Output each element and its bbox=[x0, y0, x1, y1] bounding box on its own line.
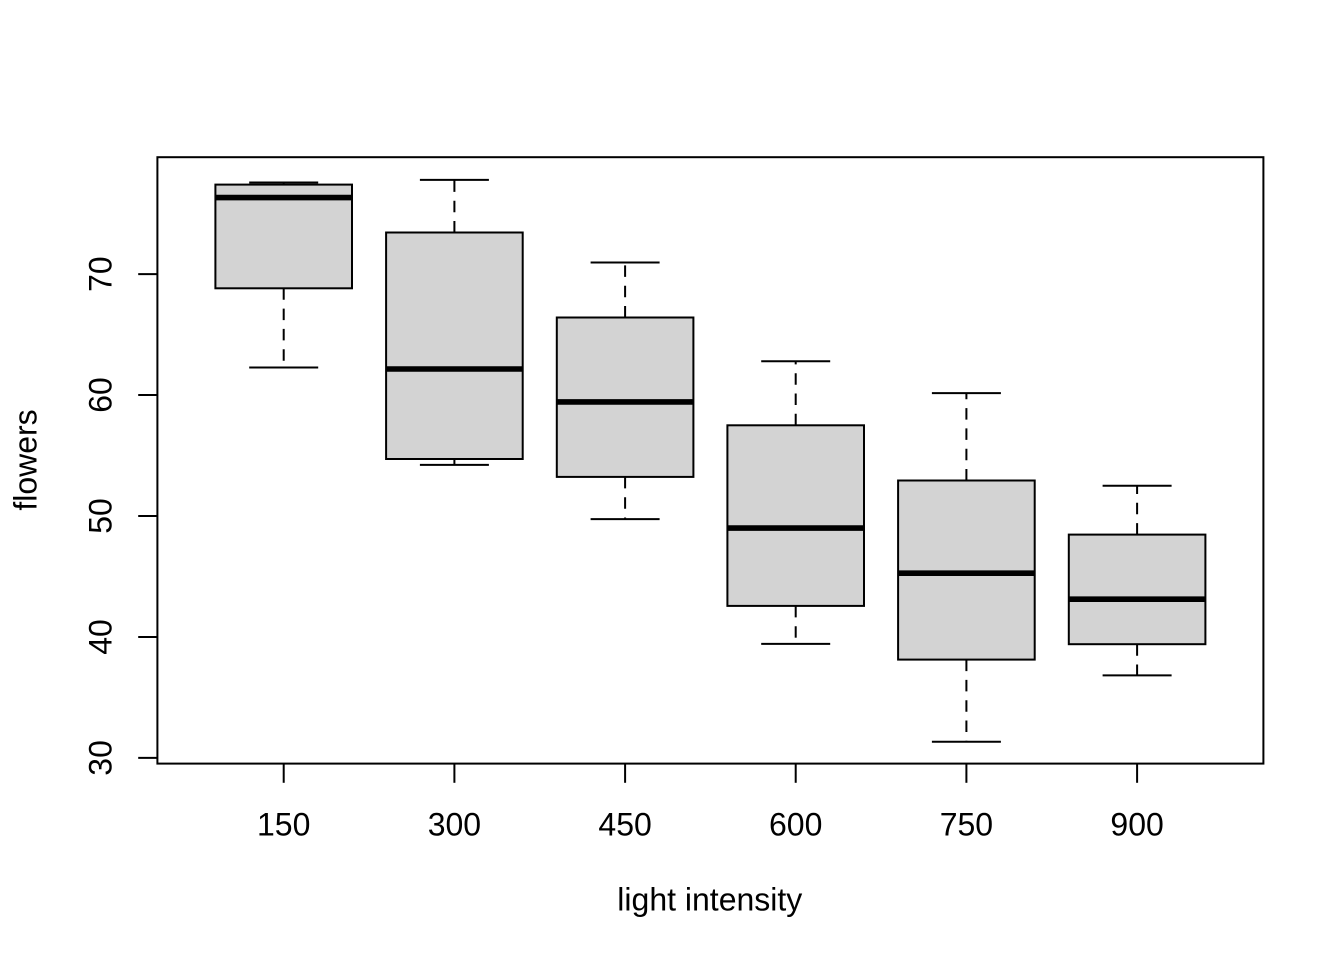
svg-text:150: 150 bbox=[257, 807, 310, 843]
svg-text:50: 50 bbox=[83, 498, 119, 534]
svg-text:750: 750 bbox=[940, 807, 993, 843]
svg-text:60: 60 bbox=[83, 377, 119, 413]
svg-text:flowers: flowers bbox=[8, 409, 44, 510]
svg-text:40: 40 bbox=[83, 619, 119, 655]
svg-text:450: 450 bbox=[598, 807, 651, 843]
svg-text:300: 300 bbox=[428, 807, 481, 843]
svg-text:70: 70 bbox=[83, 256, 119, 292]
svg-text:light intensity: light intensity bbox=[617, 881, 802, 917]
svg-text:600: 600 bbox=[769, 807, 822, 843]
svg-text:900: 900 bbox=[1110, 807, 1163, 843]
svg-text:30: 30 bbox=[83, 740, 119, 776]
